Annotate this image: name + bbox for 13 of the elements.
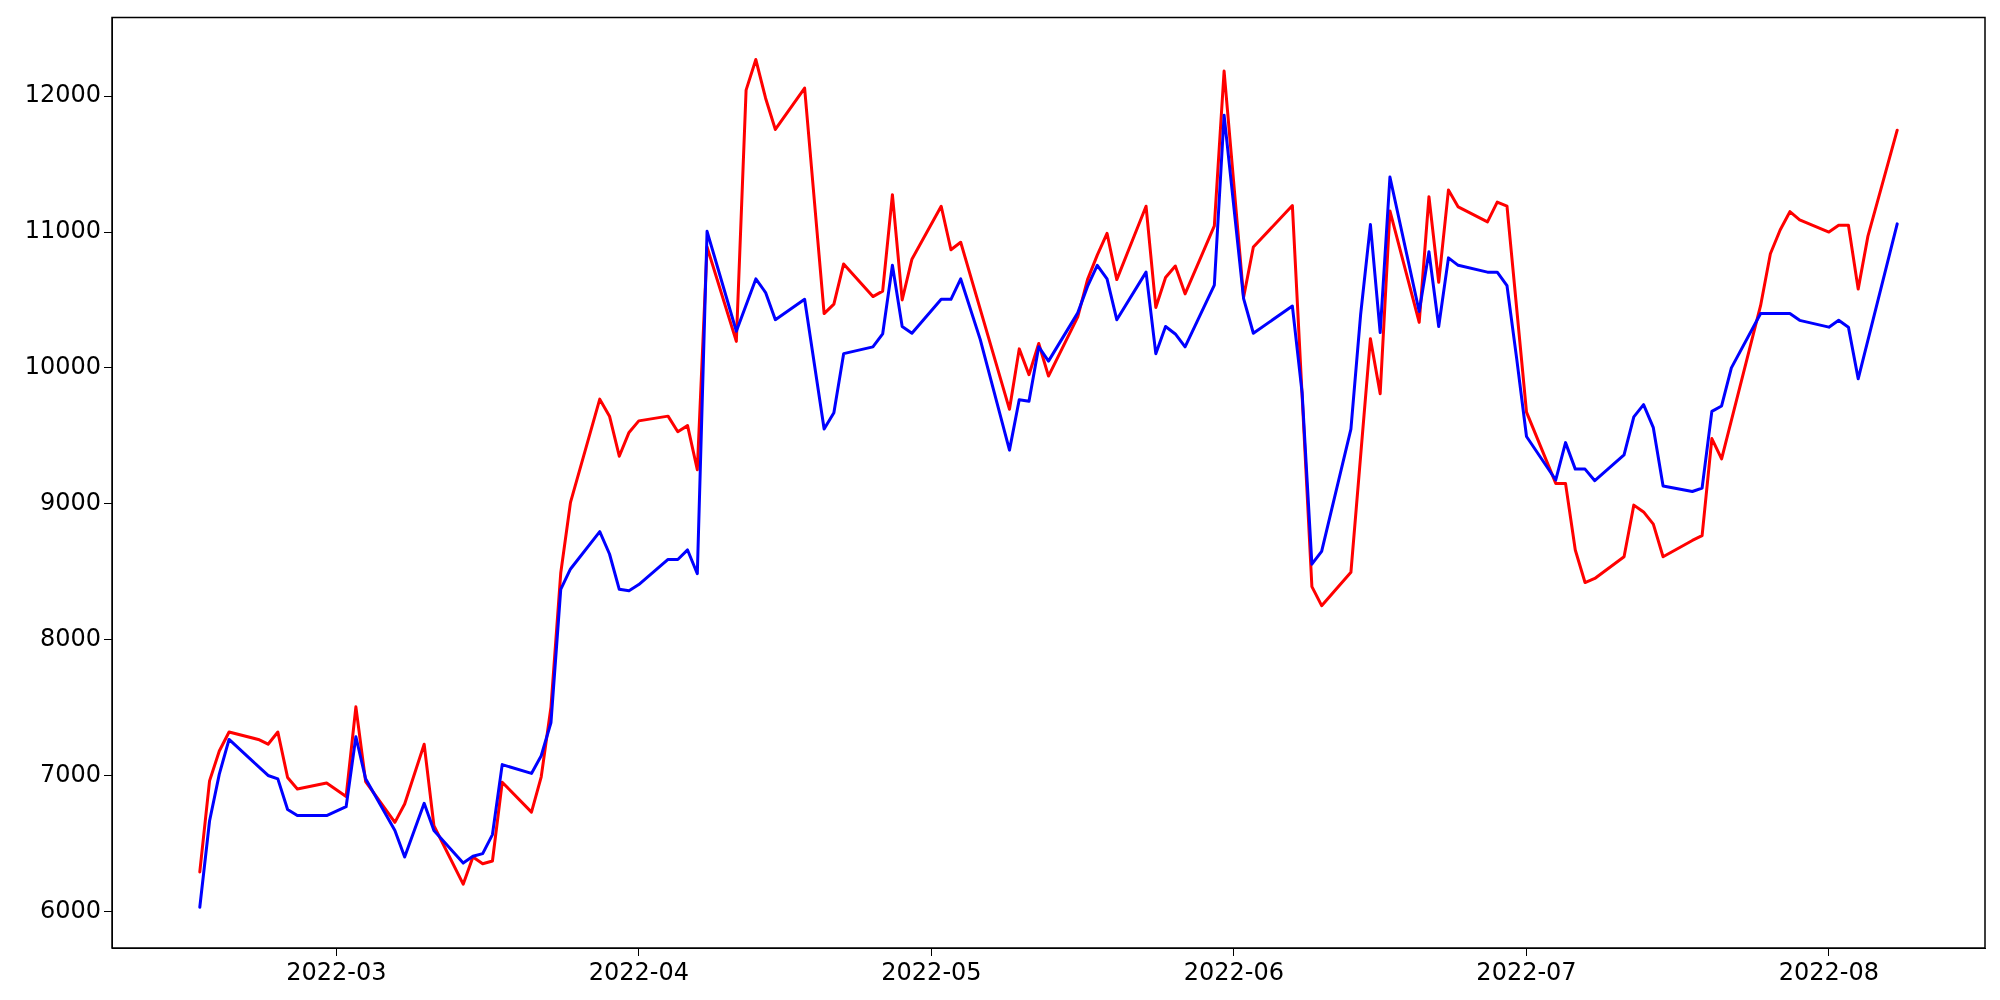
x-tick-label: 2022-06 — [1183, 957, 1284, 986]
x-tick-label: 2022-03 — [286, 957, 387, 986]
x-tick-label: 2022-08 — [1778, 957, 1880, 986]
x-tick-label: 2022-04 — [588, 957, 689, 986]
y-tick-label: 7000 — [39, 759, 101, 788]
y-tick-label: 9000 — [39, 487, 101, 516]
y-tick-label: 12000 — [24, 80, 101, 109]
y-tick-label: 10000 — [24, 352, 101, 381]
y-tick-label: 8000 — [39, 623, 101, 652]
x-tick-label: 2022-05 — [881, 957, 982, 986]
y-tick-label: 6000 — [39, 895, 101, 924]
x-tick-label: 2022-07 — [1476, 957, 1577, 986]
y-tick-label: 11000 — [24, 216, 101, 245]
